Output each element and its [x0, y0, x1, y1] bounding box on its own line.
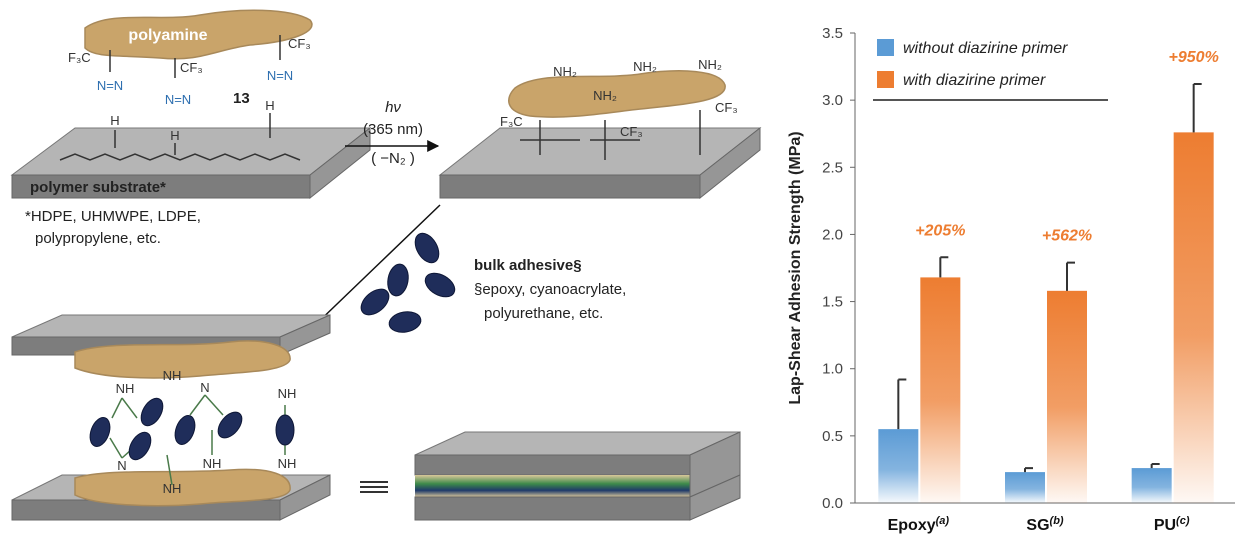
adhesive-label: bulk adhesive§ [474, 257, 582, 274]
diazirine-label: N=N [97, 78, 123, 93]
legend-label: with diazirine primer [903, 72, 1046, 89]
n-label: N [117, 458, 126, 473]
category-name: Epoxy [888, 517, 936, 534]
hv-label: hν [385, 99, 401, 116]
y-tick-label: 0.0 [822, 495, 843, 512]
error-bar [1067, 263, 1075, 291]
polyamine-blob [75, 341, 290, 378]
adhesive-bead [388, 309, 423, 334]
h-label: H [110, 113, 119, 128]
figure: H H H polymer substrate* *HDPE, UHMWPE, … [0, 0, 1248, 546]
error-bar [1194, 84, 1202, 132]
x-tick-label: SG(b) [1026, 515, 1064, 534]
nh-label: NH [163, 481, 182, 496]
adhesive-bead [421, 268, 459, 301]
substrate-note: polypropylene, etc. [35, 230, 161, 247]
y-tick-label: 1.0 [822, 361, 843, 378]
diazirine-label: N=N [165, 92, 191, 107]
bar-chart: Lap-Shear Adhesion Strength (MPa) 0.0 0.5… [787, 25, 1235, 534]
diazirine-label: N=N [267, 68, 293, 83]
nh2-label: NH₂ [593, 88, 617, 103]
polyamine-label: polyamine [128, 27, 207, 44]
category-note: (a) [936, 515, 950, 527]
error-bar [940, 257, 948, 277]
polyamine-blob [75, 469, 290, 505]
loss-label: ( −N₂ ) [371, 150, 415, 167]
adhesive-bead [213, 408, 246, 443]
x-tick-label: Epoxy(a) [888, 515, 950, 534]
category-name: SG [1026, 517, 1049, 534]
category-note: (c) [1176, 515, 1190, 527]
bar [1174, 132, 1214, 503]
x-tick-label: PU(c) [1154, 515, 1190, 534]
nh-label: NH [203, 456, 222, 471]
y-tick-label: 2.5 [822, 159, 843, 176]
nh-label: NH [278, 456, 297, 471]
h-label: H [170, 128, 179, 143]
bar [1005, 472, 1045, 503]
error-bar [1152, 464, 1160, 468]
legend-label: without diazirine primer [903, 40, 1068, 57]
adhesive-note: §epoxy, cyanoacrylate, [474, 281, 626, 298]
adhesive-bead [86, 415, 113, 449]
adhesive-bead [410, 229, 443, 267]
cf3-label: CF₃ [288, 36, 311, 51]
y-tick-label: 3.5 [822, 25, 843, 42]
bar [878, 429, 918, 503]
wavelength-label: (365 nm) [363, 121, 423, 138]
legend-swatch [877, 39, 894, 56]
y-tick-label: 2.0 [822, 226, 843, 243]
compound-number: 13 [233, 90, 250, 107]
cf3-label: F₃C [68, 50, 91, 65]
nh-label: NH [163, 368, 182, 383]
adhesive-bead [356, 284, 393, 320]
bar [1132, 468, 1172, 503]
error-bar [898, 379, 906, 429]
error-bar [1025, 468, 1033, 472]
adhesive-note: polyurethane, etc. [484, 305, 603, 322]
annotation: +562% [1042, 228, 1092, 245]
nh2-label: NH₂ [633, 59, 657, 74]
substrate-top [12, 128, 370, 175]
h-label: H [265, 98, 274, 113]
y-tick-label: 1.5 [822, 294, 843, 311]
scheme: H H H polymer substrate* *HDPE, UHMWPE, … [12, 10, 760, 520]
adhesive-layer [415, 475, 690, 497]
nh2-label: NH₂ [553, 64, 577, 79]
y-tick-label: 0.5 [822, 428, 843, 445]
cf3-label: CF₃ [620, 124, 643, 139]
substrate-front [440, 175, 700, 198]
n-label: N [200, 380, 209, 395]
polyamine-blob [509, 71, 725, 117]
category-note: (b) [1050, 515, 1064, 527]
y-axis-label: Lap-Shear Adhesion Strength (MPa) [787, 131, 804, 404]
adhesive-bead [276, 415, 294, 445]
adhesive-bead [385, 263, 410, 298]
cf3-label: CF₃ [715, 100, 738, 115]
substrate-label: polymer substrate* [30, 179, 166, 196]
nh2-label: NH₂ [698, 57, 722, 72]
nh-label: NH [116, 381, 135, 396]
adhesive-bead [171, 413, 198, 447]
cf3-label: F₃C [500, 114, 523, 129]
category-name: PU [1154, 517, 1176, 534]
annotation: +205% [915, 222, 965, 239]
legend-swatch [877, 71, 894, 88]
cf3-label: CF₃ [180, 60, 203, 75]
bar [1047, 291, 1087, 503]
laminate-front [415, 497, 690, 520]
nh-label: NH [278, 386, 297, 401]
substrate-note: *HDPE, UHMWPE, LDPE, [25, 208, 201, 225]
adhesive-bead [125, 429, 156, 464]
adhesive-bead [137, 395, 168, 430]
substrate-top [12, 315, 330, 337]
annotation: +950% [1169, 49, 1219, 66]
laminate-top [415, 432, 740, 455]
laminate-front [415, 455, 690, 475]
equivalence-sign [360, 482, 388, 492]
bar [920, 277, 960, 503]
y-tick-label: 3.0 [822, 92, 843, 109]
